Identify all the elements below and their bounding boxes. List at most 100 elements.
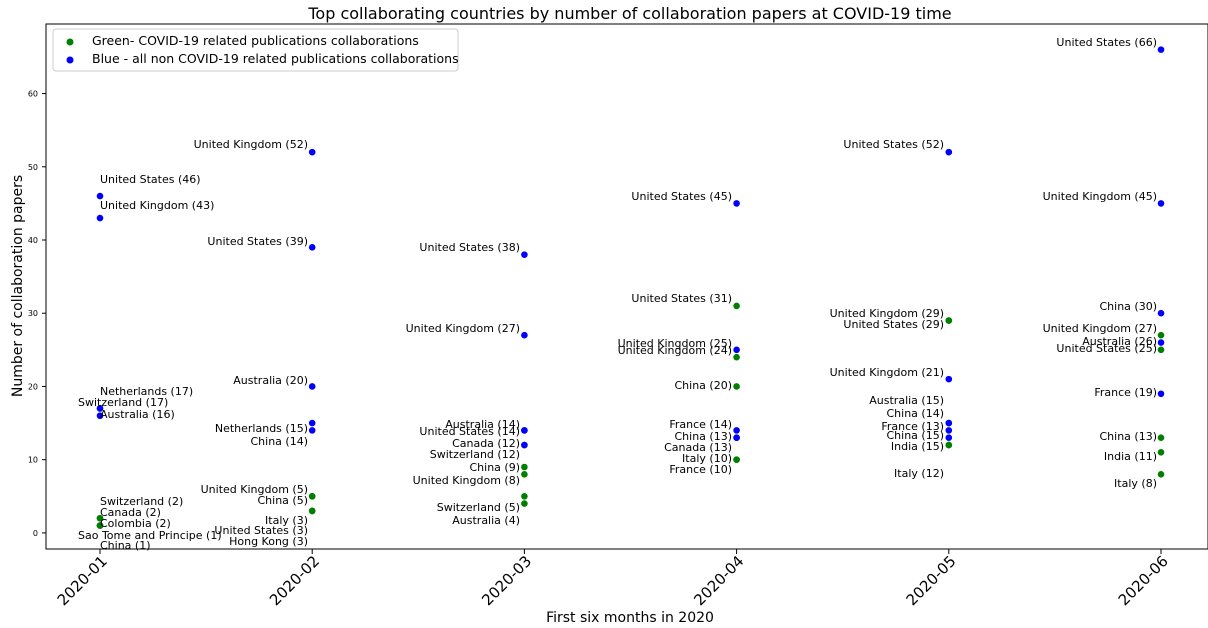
point-label: United Kingdom (27) bbox=[1043, 322, 1157, 335]
blue-point bbox=[1157, 46, 1165, 53]
point-label: United Kingdom (5) bbox=[201, 483, 308, 496]
x-tick-label: 2020-01 bbox=[54, 552, 111, 609]
point-label: China (20) bbox=[675, 379, 733, 392]
point-label: Hong Kong (3) bbox=[229, 535, 308, 548]
point-label: United Kingdom (21) bbox=[830, 366, 944, 379]
blue-point bbox=[96, 412, 104, 420]
blue-point bbox=[96, 192, 104, 200]
x-tick-label: 2020-04 bbox=[690, 552, 747, 609]
point-label: United States (3) bbox=[214, 524, 308, 537]
x-tick-label: 2020-02 bbox=[266, 552, 323, 609]
point-label: China (30) bbox=[1100, 300, 1158, 313]
green-point bbox=[521, 471, 528, 478]
blue-point bbox=[521, 331, 528, 339]
green-point bbox=[733, 353, 740, 361]
point-label: Switzerland (17) bbox=[78, 396, 168, 409]
blue-point bbox=[945, 434, 953, 442]
legend-green-label: Green- COVID-19 related publications col… bbox=[92, 33, 419, 48]
blue-point bbox=[945, 419, 953, 427]
y-axis-label: Number of collaboration papers bbox=[10, 175, 26, 397]
point-label: France (14) bbox=[669, 418, 732, 431]
point-label: Italy (12) bbox=[894, 467, 944, 480]
y-axis: 0 10 20 30 40 50 60 bbox=[28, 90, 46, 538]
green-point bbox=[521, 500, 528, 507]
blue-point bbox=[308, 244, 316, 251]
green-point bbox=[945, 317, 953, 324]
point-label: United Kingdom (8) bbox=[413, 474, 520, 487]
data-labels: Switzerland (2)Canada (2)Colombia (2)Sao… bbox=[78, 36, 1157, 552]
green-point bbox=[733, 383, 740, 390]
point-label: India (11) bbox=[1104, 450, 1157, 463]
x-tick-label: 2020-05 bbox=[903, 552, 960, 609]
blue-point bbox=[733, 200, 740, 207]
point-label: United States (31) bbox=[631, 292, 732, 305]
point-label: Canada (12) bbox=[452, 437, 520, 450]
green-point bbox=[1157, 449, 1165, 456]
y-tick-label: 30 bbox=[28, 309, 38, 318]
blue-point bbox=[308, 383, 316, 390]
point-label: United States (52) bbox=[843, 138, 944, 151]
point-label: France (10) bbox=[669, 463, 732, 476]
point-label: United States (14) bbox=[419, 425, 520, 438]
legend-blue-marker bbox=[66, 56, 74, 64]
point-label: Canada (2) bbox=[100, 506, 161, 519]
point-label: Netherlands (17) bbox=[100, 385, 193, 398]
point-label: United States (38) bbox=[419, 241, 520, 254]
point-label: Switzerland (2) bbox=[100, 495, 183, 508]
point-label: United Kingdom (43) bbox=[100, 199, 214, 212]
green-point bbox=[1157, 331, 1165, 339]
green-point bbox=[521, 492, 528, 500]
blue-point bbox=[521, 441, 528, 449]
legend: Green- COVID-19 related publications col… bbox=[52, 28, 459, 72]
blue-point bbox=[945, 375, 953, 383]
y-tick-label: 60 bbox=[28, 90, 38, 99]
blue-point bbox=[733, 346, 740, 354]
point-label: Switzerland (12) bbox=[430, 448, 520, 461]
green-point bbox=[733, 456, 740, 463]
point-label: United States (39) bbox=[207, 235, 308, 248]
point-label: China (15) bbox=[887, 429, 945, 442]
point-label: Australia (16) bbox=[100, 408, 175, 421]
legend-blue-label: Blue - all non COVID-19 related publicat… bbox=[92, 51, 459, 66]
blue-point bbox=[308, 148, 316, 156]
blue-point bbox=[96, 214, 104, 222]
green-point bbox=[1157, 346, 1165, 354]
point-label: Canada (13) bbox=[664, 441, 732, 454]
point-label: United Kingdom (29) bbox=[830, 307, 944, 320]
green-point bbox=[96, 522, 104, 529]
blue-point bbox=[1157, 390, 1165, 398]
point-label: Switzerland (5) bbox=[437, 501, 520, 514]
x-tick-label: 2020-03 bbox=[478, 552, 535, 609]
point-label: Sao Tome and Principe (1) bbox=[78, 529, 222, 542]
point-label: China (13) bbox=[675, 430, 733, 443]
point-label: Australia (14) bbox=[445, 418, 520, 431]
green-point bbox=[308, 492, 316, 500]
point-label: Italy (8) bbox=[1114, 477, 1157, 490]
blue-point bbox=[308, 419, 316, 427]
point-label: China (14) bbox=[887, 407, 945, 420]
point-label: China (13) bbox=[1100, 430, 1158, 443]
blue-point bbox=[96, 405, 104, 412]
point-label: France (19) bbox=[1094, 386, 1157, 399]
blue-point bbox=[1157, 200, 1165, 207]
y-tick-label: 50 bbox=[28, 163, 38, 172]
green-point bbox=[96, 514, 104, 522]
blue-point bbox=[945, 148, 953, 156]
green-point bbox=[308, 507, 316, 515]
blue-point bbox=[733, 427, 740, 434]
point-label: United Kingdom (24) bbox=[618, 344, 732, 357]
point-label: United States (66) bbox=[1056, 36, 1157, 49]
point-label: China (9) bbox=[470, 461, 521, 474]
legend-box bbox=[52, 28, 459, 72]
blue-point bbox=[521, 251, 528, 258]
x-axis-label: First six months in 2020 bbox=[546, 610, 714, 626]
point-label: United Kingdom (25) bbox=[618, 337, 732, 350]
blue-point bbox=[1157, 309, 1165, 317]
point-label: China (1) bbox=[100, 539, 151, 552]
y-tick-label: 10 bbox=[28, 456, 38, 465]
point-label: Italy (3) bbox=[265, 514, 308, 527]
point-label: Australia (20) bbox=[233, 374, 308, 387]
blue-point bbox=[945, 427, 953, 434]
point-label: United States (25) bbox=[1056, 342, 1157, 355]
